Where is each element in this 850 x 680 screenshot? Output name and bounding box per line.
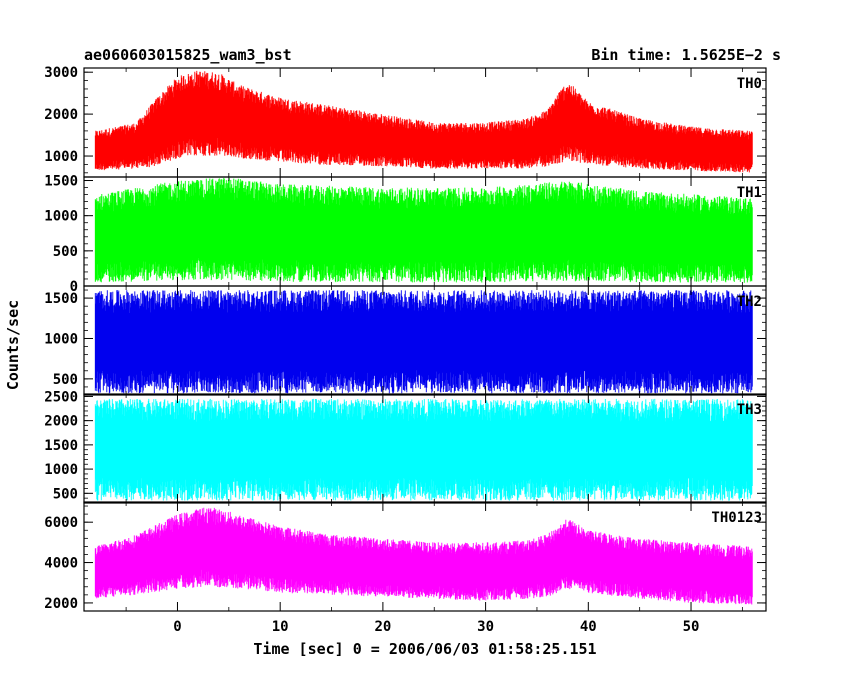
y-tick-label: 1500 <box>44 174 78 190</box>
y-tick-label: 0 <box>70 279 78 295</box>
y-tick-label: 500 <box>53 244 78 260</box>
y-tick-label: 2000 <box>44 414 78 430</box>
y-tick-label: 2000 <box>44 107 78 123</box>
x-tick-label: 30 <box>477 619 494 635</box>
x-tick-label: 20 <box>374 619 391 635</box>
x-tick-label: 0 <box>173 619 181 635</box>
y-axis-title: Counts/sec <box>4 300 22 390</box>
y-tick-label: 1000 <box>44 331 78 347</box>
x-tick-label: 40 <box>580 619 597 635</box>
y-tick-label: 1000 <box>44 462 78 478</box>
series-th1 <box>94 177 753 283</box>
panel-frame <box>83 393 767 504</box>
chart-title: ae060603015825_wam3_bst <box>84 46 292 64</box>
x-tick-label: 10 <box>272 619 289 635</box>
y-tick-label: 1000 <box>44 149 78 165</box>
panel-th1: 0 500 1000 1500 TH1 <box>44 174 767 295</box>
panel-th3: 500 1000 1500 2000 2500 TH3 <box>44 389 767 504</box>
x-axis: 0 10 20 30 40 50 <box>173 619 699 635</box>
series-th0 <box>94 70 753 173</box>
panels-group: 1000 2000 3000 TH0 0 500 1000 1500 TH1 500 1000 150… <box>44 65 767 612</box>
bin-time-label: Bin time: 1.5625E−2 s <box>591 46 781 64</box>
y-tick-label: 4000 <box>44 556 78 572</box>
y-tick-label: 1000 <box>44 209 78 225</box>
panel-frame <box>83 501 767 612</box>
x-tick-label: 50 <box>683 619 700 635</box>
x-axis-title: Time [sec] 0 = 2006/06/03 01:58:25.151 <box>253 640 596 658</box>
y-tick-label: 6000 <box>44 515 78 531</box>
panel-label: TH2 <box>737 294 762 310</box>
series-th3 <box>94 398 753 501</box>
y-tick-label: 1500 <box>44 438 78 454</box>
y-tick-label: 3000 <box>44 65 78 81</box>
series-th2 <box>94 290 753 394</box>
panel-label: TH1 <box>737 185 762 201</box>
panel-th0: 1000 2000 3000 TH0 <box>44 65 767 178</box>
panel-frame <box>83 285 767 396</box>
y-tick-label: 500 <box>53 372 78 388</box>
y-tick-label: 500 <box>53 486 78 502</box>
y-tick-label: 1500 <box>44 291 78 307</box>
y-tick-label: 2500 <box>44 389 78 405</box>
panel-label: TH0123 <box>711 510 762 526</box>
series-th0123 <box>94 507 753 605</box>
y-tick-label: 2000 <box>44 596 78 612</box>
panel-label: TH3 <box>737 402 762 418</box>
panel-label: TH0 <box>737 76 762 92</box>
panel-th2: 500 1000 1500 TH2 <box>44 285 767 396</box>
panel-th0123: 2000 4000 6000 TH0123 <box>44 501 767 612</box>
